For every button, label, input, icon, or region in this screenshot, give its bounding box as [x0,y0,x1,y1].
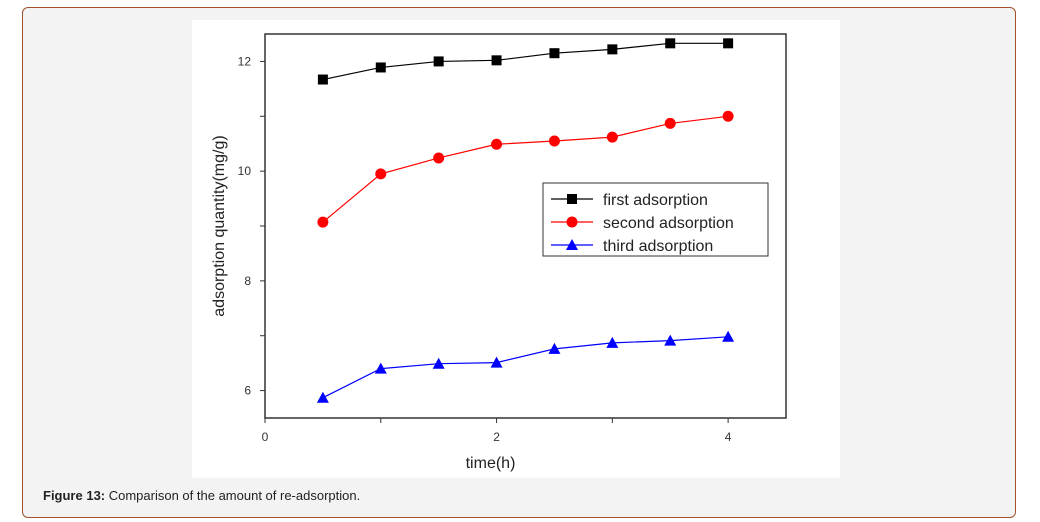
data-point-series-2 [664,117,676,129]
series-line-3 [322,336,729,399]
data-point-series-3 [548,342,561,354]
y-tick-label: 6 [244,384,251,398]
data-point-series-3 [374,362,387,374]
series-line-2 [322,115,729,223]
x-axis-label: time(h) [466,455,516,472]
y-axis-label: adsorption quantity(mg/g) [211,135,228,316]
data-point-series-1 [375,62,386,73]
y-tick-label: 12 [238,54,252,68]
data-point-series-1 [723,38,734,49]
legend-marker [566,239,578,250]
data-point-series-1 [433,56,444,67]
legend-marker [566,216,578,228]
data-point-series-2 [433,152,445,164]
data-point-series-1 [665,38,676,49]
series-line-1 [322,42,729,81]
figure-image: 0 2 4 6 8 10 12 time(h) adsorption quantity(mg/g… [192,20,840,478]
y-tick-label: 10 [238,164,252,178]
y-tick-label: 8 [244,274,251,288]
data-point-series-1 [549,48,560,59]
legend-box [542,182,769,257]
data-point-series-2 [722,110,734,122]
caption-label: Figure 13: [43,488,106,503]
data-point-series-3 [664,334,677,346]
data-point-series-2 [606,131,618,143]
data-point-series-3 [432,357,445,369]
figure-caption: Figure 13: Comparison of the amount of r… [43,488,360,503]
legend-marker [567,194,577,204]
data-point-series-3 [316,391,329,403]
caption-text: Comparison of the amount of re-adsorptio… [105,488,361,503]
data-point-series-2 [548,135,560,147]
data-point-series-3 [722,330,735,342]
data-point-series-2 [317,216,329,228]
x-tick-label: 0 [262,430,269,444]
legend-label: third adsorption [603,238,713,255]
data-point-series-1 [317,74,328,85]
data-point-series-3 [490,356,503,368]
data-point-series-2 [375,168,387,180]
chart: 0 2 4 6 8 10 12 time(h) adsorption quantity(mg/g… [211,33,787,472]
data-point-series-1 [491,55,502,66]
data-point-series-2 [491,138,503,150]
data-point-series-3 [606,336,619,348]
x-tick-label: 4 [725,430,732,444]
legend-label: first adsorption [603,192,708,209]
legend-label: second adsorption [603,215,734,232]
x-tick-label: 2 [493,430,500,444]
data-point-series-1 [607,44,618,55]
